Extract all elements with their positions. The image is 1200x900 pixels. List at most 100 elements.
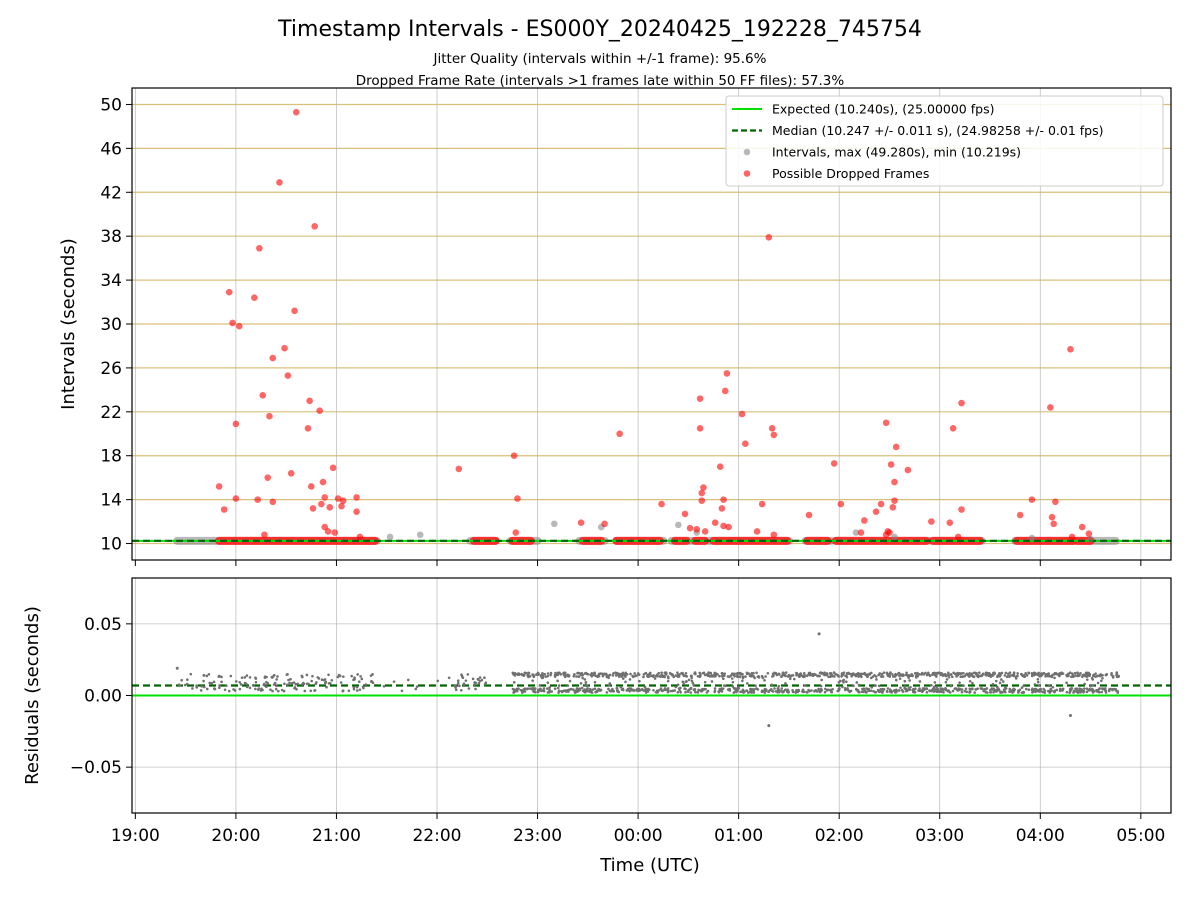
residual-point <box>185 682 189 686</box>
residual-point <box>272 673 276 677</box>
dropped-frame-point <box>232 495 240 502</box>
dropped-frame-point <box>512 529 520 536</box>
residual-point <box>676 690 680 694</box>
legend-intervals-label: Intervals, max (49.280s), min (10.219s) <box>772 145 1021 160</box>
residual-point <box>615 687 619 690</box>
residual-point <box>274 687 278 691</box>
residual-point <box>820 688 824 692</box>
residual-point <box>234 680 238 683</box>
residual-point <box>317 677 321 680</box>
residual-point <box>706 674 710 678</box>
residual-point <box>513 672 517 676</box>
residual-point <box>789 674 792 678</box>
residual-point <box>607 683 611 687</box>
residual-point <box>975 672 978 675</box>
residual-point <box>777 688 780 692</box>
dropped-frame-point <box>338 502 345 510</box>
dropped-frame-point <box>681 510 689 518</box>
residual-point <box>778 673 781 676</box>
time-x-tick-label: 23:00 <box>513 826 562 846</box>
residual-point <box>660 673 664 677</box>
residual-point <box>483 682 487 686</box>
residual-point <box>199 689 203 692</box>
dropped-frame-point <box>958 399 965 407</box>
residual-point <box>1082 689 1086 693</box>
residual-point <box>618 673 622 677</box>
residual-point <box>1105 673 1109 676</box>
residual-point <box>980 687 984 690</box>
residual-point <box>704 687 707 691</box>
dropped-frame-point <box>304 424 312 432</box>
residual-point <box>992 690 995 694</box>
residual-point <box>337 673 341 677</box>
residual-point <box>572 674 576 678</box>
residual-point <box>857 683 861 687</box>
residual-point <box>415 685 419 688</box>
residual-point <box>763 679 766 682</box>
residual-point <box>631 689 635 692</box>
residual-point <box>829 690 833 693</box>
residual-point <box>336 675 340 679</box>
residual-point <box>678 673 681 676</box>
residual-point <box>735 672 738 675</box>
residual-point <box>898 677 902 680</box>
residual-point <box>596 674 600 678</box>
residual-point <box>261 688 264 692</box>
dropped-frame-point <box>693 525 701 533</box>
dropped-frame-point <box>287 469 295 477</box>
residual-point <box>1091 684 1095 687</box>
residual-point <box>1053 676 1056 680</box>
residual-point <box>459 688 463 692</box>
residual-point <box>942 688 945 692</box>
legend-expected-label: Expected (10.240s), (25.00000 fps) <box>772 102 994 117</box>
residual-point <box>532 689 535 693</box>
residual-point <box>356 689 359 692</box>
residual-point <box>1098 674 1102 677</box>
dropped-frame-point <box>356 533 364 541</box>
residual-point <box>583 678 587 681</box>
residual-point <box>619 685 623 689</box>
residual-point <box>1001 691 1004 694</box>
residual-point <box>918 680 922 683</box>
dropped-frame-point <box>882 419 890 427</box>
residual-point <box>905 671 908 675</box>
residual-point <box>961 675 964 679</box>
residual-point <box>777 684 781 688</box>
residual-point <box>322 678 326 682</box>
residual-point <box>752 671 755 675</box>
residual-point <box>1085 675 1089 678</box>
residual-point <box>177 683 181 687</box>
residual-point <box>1052 690 1056 693</box>
residual-point <box>924 687 928 691</box>
residual-point <box>935 685 939 689</box>
residual-point <box>1101 676 1104 680</box>
residual-point <box>906 688 909 692</box>
residual-point <box>992 687 996 691</box>
residual-point <box>1065 674 1069 678</box>
residual-point <box>980 674 984 677</box>
residual-point <box>477 678 480 681</box>
residual-point <box>273 681 277 685</box>
residual-point <box>636 672 640 675</box>
residual-point <box>238 687 242 691</box>
residual-point <box>282 689 286 693</box>
residual-point <box>580 686 584 690</box>
residual-point <box>1095 688 1098 692</box>
residual-point <box>262 682 266 686</box>
interval-point <box>1028 534 1036 542</box>
legend-dropped-label: Possible Dropped Frames <box>772 166 929 181</box>
residual-point <box>572 688 575 691</box>
residual-point <box>1115 671 1119 674</box>
residual-point <box>566 673 570 677</box>
residual-point <box>586 672 590 676</box>
residual-point <box>292 681 296 684</box>
interval-point <box>675 521 682 529</box>
residual-point <box>189 672 193 676</box>
residual-point <box>604 672 608 676</box>
residual-point <box>786 675 790 678</box>
residual-point <box>982 689 986 693</box>
residual-point <box>414 687 418 691</box>
intervals-y-tick-label: 26 <box>100 359 122 379</box>
residual-outlier-point <box>175 666 179 670</box>
